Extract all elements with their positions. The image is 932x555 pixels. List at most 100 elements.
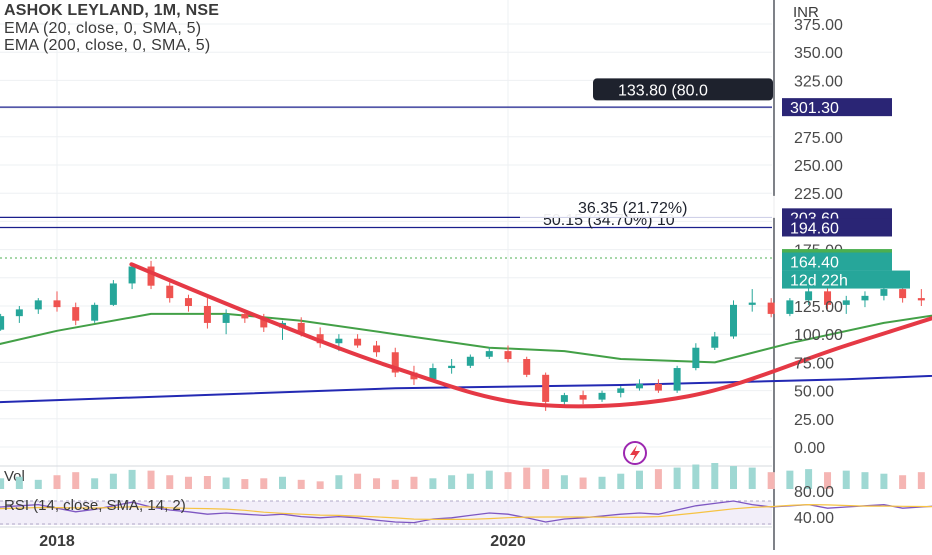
- volume-bar: [767, 472, 775, 489]
- volume-bar: [279, 476, 286, 489]
- rsi-label: RSI (14, close, SMA, 14, 2): [4, 497, 186, 514]
- price-tick: 250.00: [794, 158, 843, 175]
- price-badge: [782, 98, 892, 117]
- volume-bar: [448, 475, 456, 489]
- price-badge-text: 194.60: [790, 220, 839, 237]
- candle-body: [842, 300, 850, 305]
- rsi-pane: RSI (14, close, SMA, 14, 2): [0, 497, 932, 525]
- candle-body: [335, 338, 343, 344]
- price-tick: 325.00: [794, 73, 843, 90]
- ema200-legend[interactable]: EMA (200, close, 0, SMA, 5): [4, 37, 211, 54]
- volume-bar: [34, 479, 42, 489]
- candle-body: [579, 395, 587, 400]
- callout-box-mid: [520, 195, 775, 218]
- volume-bar: [335, 475, 343, 489]
- candle-body: [542, 374, 550, 402]
- candle-body: [448, 365, 456, 369]
- volume-bar: [786, 470, 794, 489]
- candle-body: [316, 334, 324, 344]
- volume-pane: Vol: [0, 463, 925, 489]
- currency-label: INR: [793, 4, 819, 21]
- candle-body: [786, 300, 794, 314]
- price-tick: 50.00: [794, 384, 834, 401]
- volume-bar: [579, 477, 587, 489]
- candle-body: [109, 283, 117, 305]
- ema20-line: [0, 312, 932, 364]
- lightning-icon[interactable]: [623, 441, 647, 465]
- volume-bar: [128, 469, 136, 489]
- volume-bar: [0, 478, 5, 489]
- candle-body: [617, 388, 625, 393]
- candle-body: [654, 383, 662, 391]
- candle-body: [15, 309, 23, 317]
- candle-body: [72, 307, 80, 321]
- candle-body: [899, 289, 907, 299]
- candle-body: [391, 352, 399, 373]
- candle-body: [354, 338, 362, 346]
- time-tick: 2018: [39, 533, 75, 550]
- candles: [0, 260, 925, 411]
- volume-bar: [560, 475, 568, 489]
- price-badge: [782, 218, 892, 237]
- price-tick: 350.00: [794, 45, 843, 62]
- volume-bar: [410, 476, 418, 489]
- candle-body: [824, 291, 832, 305]
- volume-bar: [805, 469, 813, 489]
- candle-body: [0, 316, 5, 330]
- price-tick: 375.00: [794, 17, 843, 34]
- candle-body: [673, 368, 681, 391]
- candle-body: [711, 336, 719, 348]
- price-tick: 75.00: [794, 355, 834, 372]
- price-tick: 0.00: [794, 440, 825, 457]
- time-axis[interactable]: 2018202020222024: [39, 533, 932, 550]
- candle-body: [297, 322, 305, 335]
- countdown-badge: [782, 270, 910, 289]
- volume-bar: [241, 479, 249, 489]
- price-badge: [782, 252, 892, 271]
- volume-bar: [15, 476, 23, 489]
- volume-bar: [203, 476, 211, 489]
- horizontal-levels: [0, 106, 772, 259]
- ema200-line: [0, 374, 932, 404]
- cup-handle-pattern: [129, 262, 932, 409]
- volume-bar: [53, 475, 61, 489]
- volume-bar: [748, 467, 756, 489]
- volume-bar: [523, 467, 531, 489]
- candle-body: [635, 383, 643, 389]
- volume-bar: [899, 475, 907, 489]
- rsi-sma-line: [0, 503, 932, 520]
- rsi-tick: 80.00: [794, 484, 834, 501]
- volume-bar: [222, 477, 230, 489]
- candle-body: [748, 302, 756, 305]
- price-tick: 100.00: [794, 327, 843, 344]
- volume-bar: [673, 467, 681, 489]
- ema200-path: [0, 374, 932, 404]
- volume-bar: [824, 472, 832, 489]
- price-badge-text: 164.40: [790, 255, 839, 272]
- candle-body: [166, 285, 174, 299]
- candle-body: [861, 295, 869, 301]
- candle-body: [523, 359, 531, 375]
- symbol-title[interactable]: ASHOK LEYLAND, 1M, NSE: [4, 2, 220, 19]
- volume-bar: [485, 470, 493, 489]
- countdown-text: 12d 22h: [790, 273, 848, 290]
- candle-body: [504, 351, 512, 360]
- volume-bar: [72, 472, 80, 489]
- price-tick: 125.00: [794, 299, 843, 316]
- candle-body: [34, 300, 42, 310]
- volume-bar: [917, 472, 925, 489]
- candle-body: [53, 300, 61, 308]
- candle-body: [91, 304, 99, 321]
- volume-bar: [598, 476, 606, 489]
- volume-bar: [466, 473, 474, 489]
- candle-body: [241, 313, 249, 319]
- price-badge-text: 301.30: [790, 100, 839, 117]
- volume-bar: [429, 478, 437, 489]
- candle-body: [560, 395, 568, 402]
- ema20-legend[interactable]: EMA (20, close, 0, SMA, 5): [4, 20, 202, 37]
- volume-bar: [147, 470, 155, 489]
- ema20-path: [0, 312, 932, 364]
